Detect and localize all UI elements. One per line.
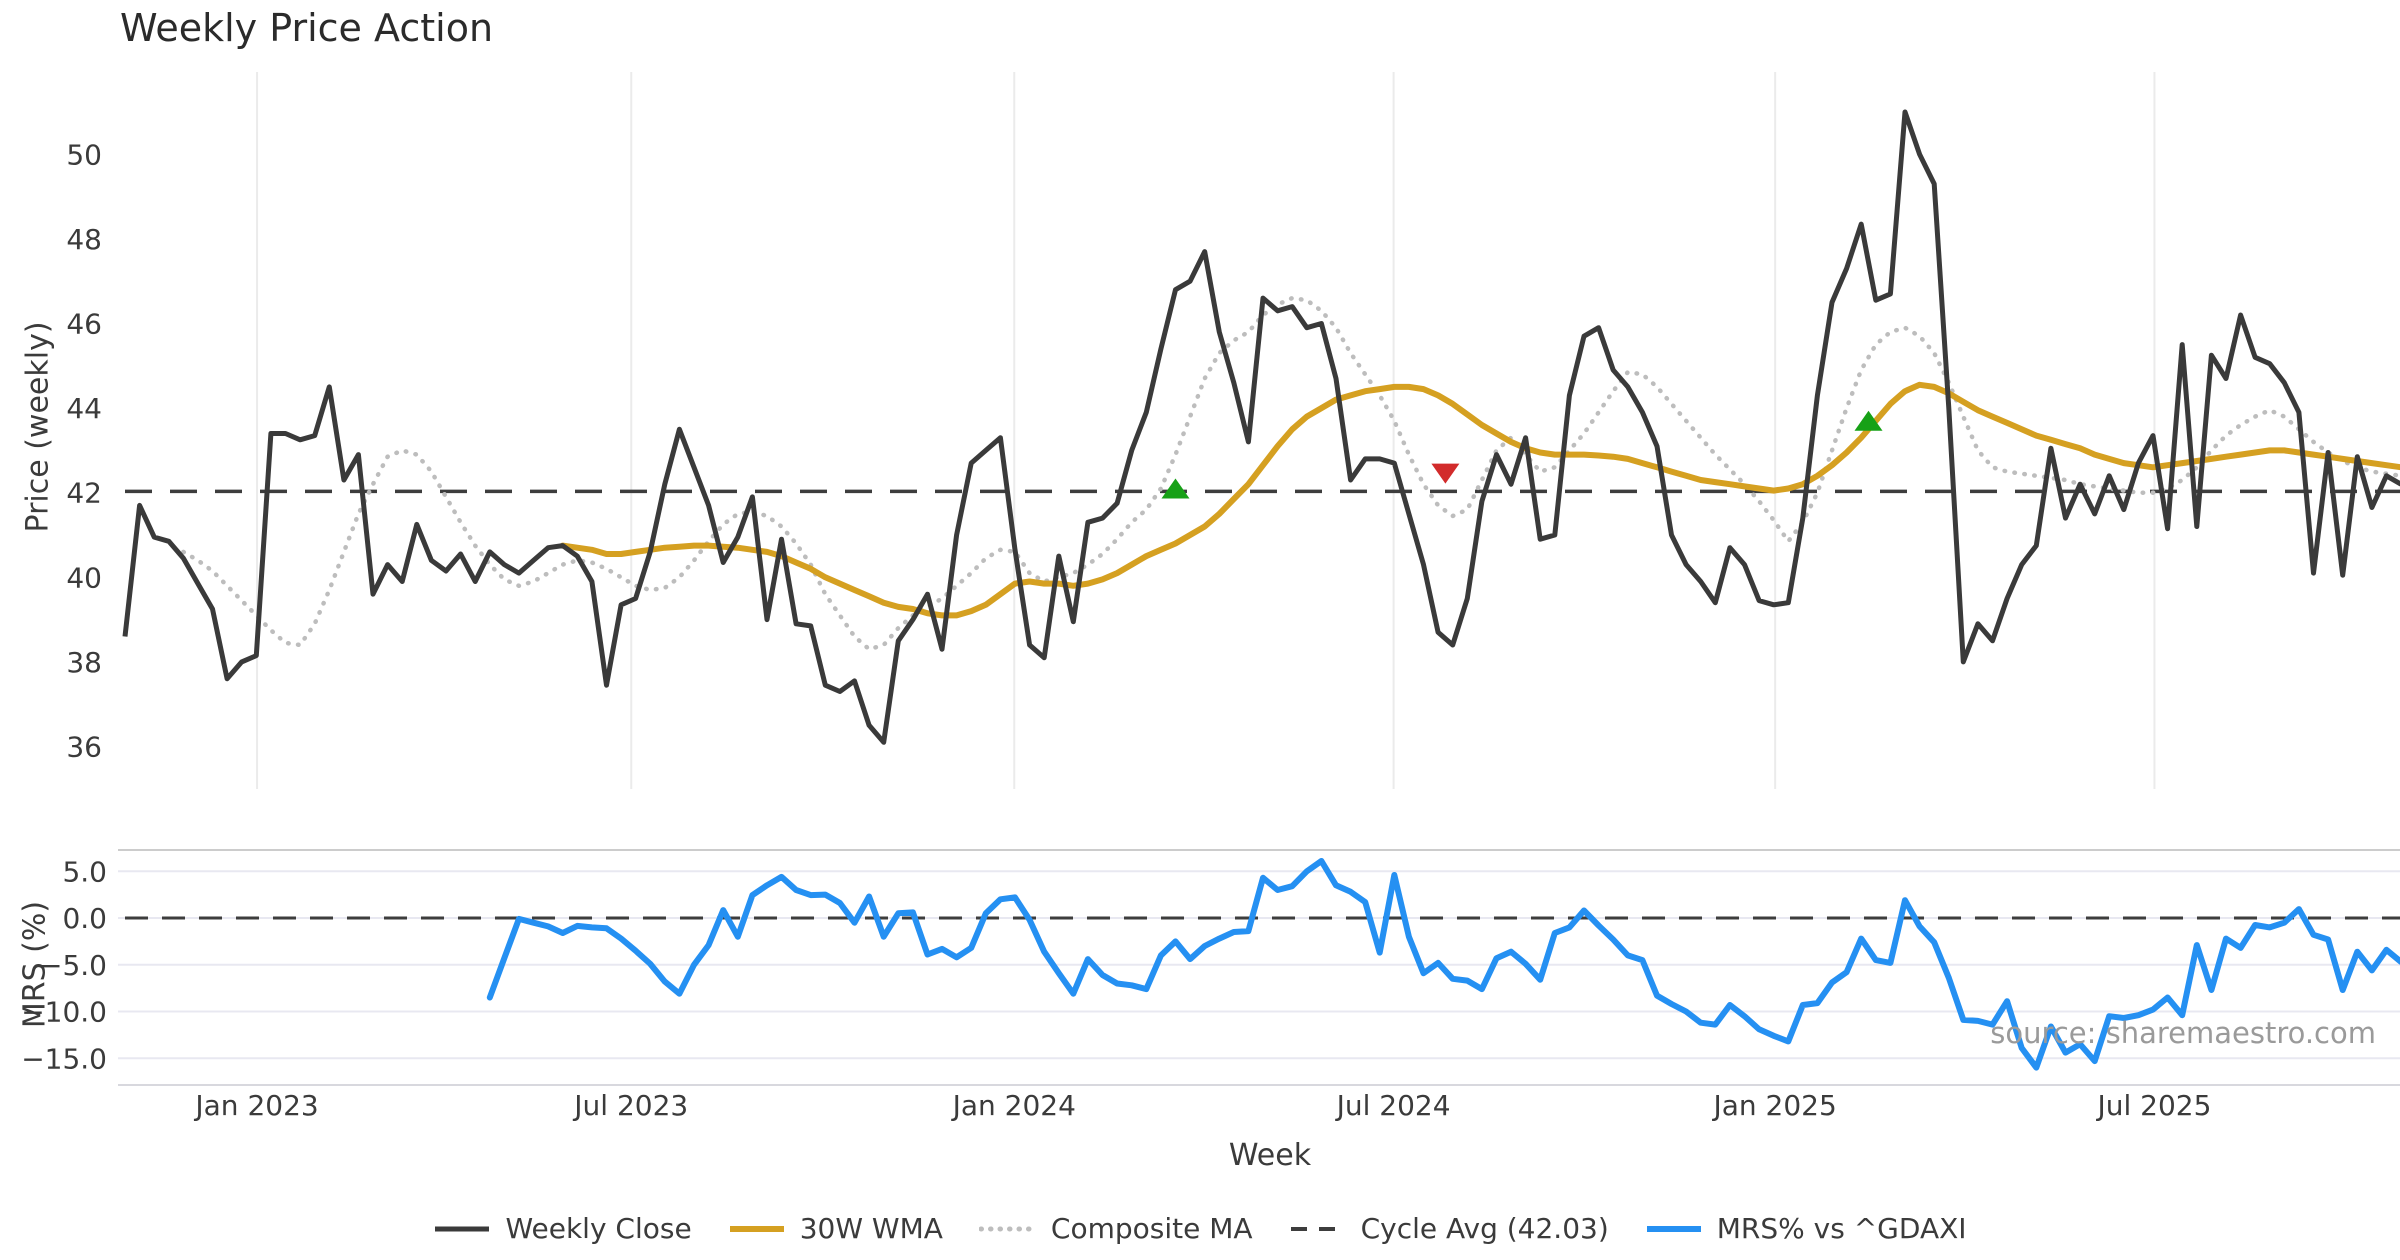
price-tick-label: 40 — [66, 561, 102, 594]
mrs-tick-label: 0.0 — [62, 902, 107, 935]
legend-swatch-4 — [1646, 1225, 1701, 1232]
price-axis-label: Price (weekly) — [20, 321, 56, 533]
week-axis-label: Week — [1228, 1138, 1312, 1173]
buy-signal-marker — [1161, 478, 1190, 499]
legend-label-4: MRS% vs ^GDAXI — [1716, 1212, 1967, 1245]
mrs-axis-label: MRS (%) — [17, 900, 53, 1029]
mrs-line — [486, 858, 2400, 1071]
mrs-tick-label: 5.0 — [62, 855, 107, 888]
sell-signal-marker — [1431, 463, 1460, 484]
x-tick-label: Jul 2025 — [2095, 1089, 2211, 1122]
price-tick-label: 48 — [66, 223, 102, 256]
legend-item-4: MRS% vs ^GDAXI — [1645, 1212, 1967, 1245]
legend-item-0: Weekly Close — [433, 1212, 692, 1245]
wma-30w-line — [559, 381, 2400, 619]
source-watermark: source: sharemaestro.com — [1990, 1016, 2376, 1050]
price-tick-label: 38 — [66, 646, 102, 679]
legend-swatch-0 — [435, 1226, 490, 1231]
x-tick-label: Jan 2025 — [1711, 1089, 1836, 1122]
mrs-tick-label: −10.0 — [21, 996, 107, 1029]
page-title: Weekly Price Action — [120, 6, 494, 50]
x-tick-label: Jan 2024 — [951, 1089, 1076, 1122]
mrs-tick-label: −5.0 — [39, 949, 107, 982]
price-tick-label: 42 — [66, 477, 102, 510]
x-tick-label: Jul 2024 — [1335, 1089, 1451, 1122]
legend-swatch-3 — [1290, 1226, 1345, 1231]
price-tick-label: 36 — [66, 731, 102, 764]
legend-label-3: Cycle Avg (42.03) — [1360, 1212, 1609, 1245]
mrs-tick-label: −15.0 — [21, 1042, 107, 1075]
weekly-close-line — [122, 109, 2400, 745]
buy-signal-marker — [1854, 410, 1883, 431]
x-tick-label: Jan 2023 — [193, 1089, 318, 1122]
legend-label-1: 30W WMA — [799, 1212, 943, 1245]
legend-swatch-2 — [978, 1226, 1037, 1231]
legend-label-2: Composite MA — [1050, 1212, 1253, 1245]
price-tick-label: 50 — [66, 138, 102, 171]
composite-ma-line — [181, 295, 2400, 652]
legend-swatch-1 — [729, 1225, 784, 1232]
legend-item-3: Cycle Avg (42.03) — [1289, 1212, 1609, 1245]
chart-legend: Weekly Close 30W WMA Composite MA Cycle Avg… — [0, 1212, 2400, 1245]
price-tick-label: 44 — [66, 392, 102, 425]
legend-item-1: 30W WMA — [728, 1212, 943, 1245]
price-tick-label: 46 — [66, 308, 102, 341]
x-tick-label: Jul 2023 — [572, 1089, 688, 1122]
legend-label-0: Weekly Close — [505, 1212, 692, 1245]
legend-item-2: Composite MA — [978, 1212, 1253, 1245]
